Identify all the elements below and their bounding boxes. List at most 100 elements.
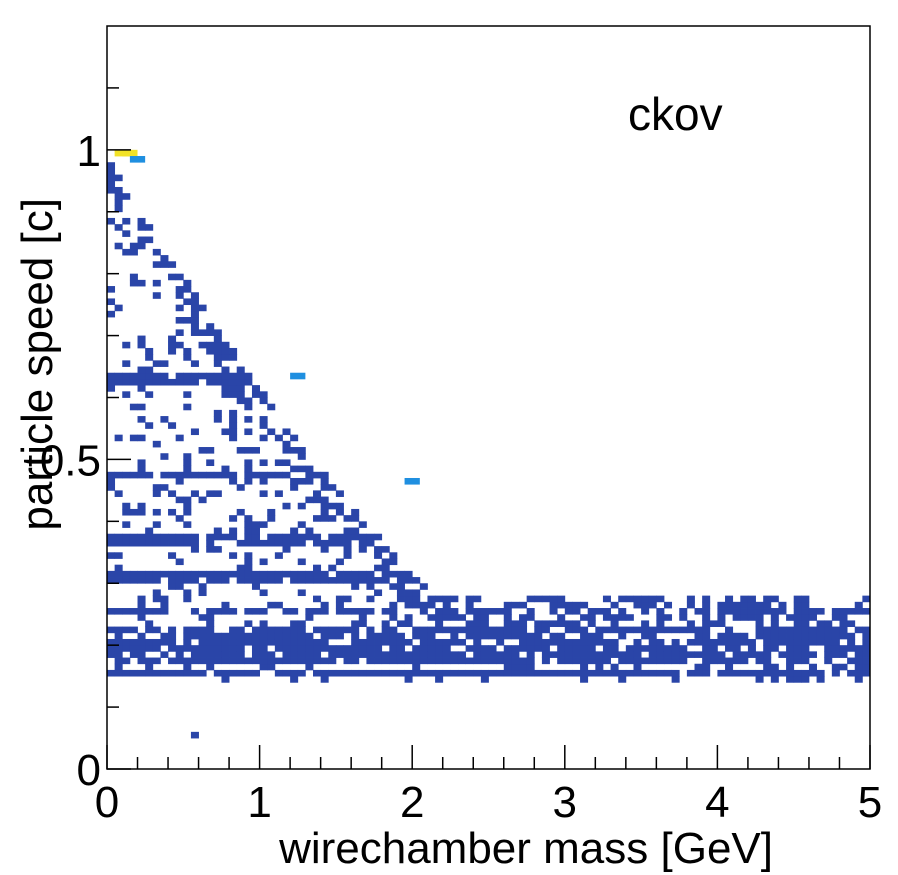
heatmap-bin xyxy=(625,614,634,621)
heatmap-bin xyxy=(251,626,260,634)
heatmap-bin xyxy=(190,428,199,436)
heatmap-bin xyxy=(175,304,184,312)
heatmap-bin xyxy=(274,570,283,578)
heatmap-bin xyxy=(206,645,215,652)
heatmap-bin xyxy=(282,502,291,510)
heatmap-bin xyxy=(122,570,131,578)
heatmap-bin xyxy=(450,608,459,615)
heatmap-bin xyxy=(190,608,199,615)
heatmap-bin xyxy=(740,651,749,658)
heatmap-bin xyxy=(305,638,314,646)
heatmap-bin xyxy=(740,595,749,603)
heatmap-bin xyxy=(381,669,390,677)
heatmap-bin xyxy=(267,663,276,671)
heatmap-bin xyxy=(168,533,177,541)
heatmap-bin xyxy=(381,651,390,658)
heatmap-bin xyxy=(221,657,230,665)
heatmap-bin xyxy=(366,638,375,646)
heatmap-bin xyxy=(702,608,711,615)
heatmap-bin xyxy=(381,577,390,584)
heatmap-bin xyxy=(282,533,291,541)
heatmap-bin xyxy=(152,490,161,497)
heatmap-bin xyxy=(618,626,627,634)
heatmap-bin xyxy=(152,657,161,665)
heatmap-bin xyxy=(435,595,444,603)
heatmap-bin xyxy=(168,626,177,634)
heatmap-bin xyxy=(557,601,566,609)
heatmap-bin xyxy=(129,651,138,658)
heatmap-bin xyxy=(320,669,329,677)
heatmap-bin xyxy=(656,638,665,646)
heatmap-bin xyxy=(236,669,245,677)
heatmap-bin xyxy=(137,577,146,584)
heatmap-bin xyxy=(335,651,344,658)
heatmap-bin xyxy=(778,632,787,640)
heatmap-bin xyxy=(183,577,192,584)
heatmap-bin xyxy=(313,564,322,572)
heatmap-bin xyxy=(450,632,459,640)
heatmap-bin xyxy=(396,638,405,646)
heatmap-bin xyxy=(442,669,451,677)
heatmap-bin xyxy=(396,570,405,578)
heatmap-bin xyxy=(305,645,314,652)
heatmap-bin xyxy=(259,521,268,528)
heatmap-bin xyxy=(183,570,192,578)
heatmap-bin xyxy=(274,539,283,547)
heatmap-bin xyxy=(229,657,238,665)
heatmap-bin xyxy=(503,601,512,609)
heatmap-bin xyxy=(473,608,482,615)
heatmap-bin xyxy=(137,614,146,621)
heatmap-bin xyxy=(229,632,238,640)
heatmap-bin xyxy=(358,533,367,541)
heatmap-bin xyxy=(114,434,123,442)
heatmap-bin xyxy=(160,539,169,547)
heatmap-bin xyxy=(801,676,810,683)
heatmap-bin xyxy=(435,669,444,677)
heatmap-bin xyxy=(175,471,184,479)
heatmap-bin xyxy=(396,583,405,590)
heatmap-bin xyxy=(206,657,215,665)
heatmap-bin xyxy=(816,638,825,646)
heatmap-bin xyxy=(793,614,802,621)
heatmap-bin xyxy=(648,601,657,609)
chart-annotation: ckov xyxy=(628,88,723,140)
heatmap-bin xyxy=(290,626,299,634)
y-tick-label: 1 xyxy=(77,127,101,176)
heatmap-bin xyxy=(282,657,291,665)
heatmap-bin xyxy=(404,589,413,597)
heatmap-bin xyxy=(541,595,550,603)
heatmap-bin xyxy=(114,533,123,541)
heatmap-bin xyxy=(717,657,726,665)
heatmap-bin xyxy=(374,546,383,553)
heatmap-bin xyxy=(488,651,497,658)
heatmap-bin xyxy=(213,378,222,386)
heatmap-bin xyxy=(221,632,230,640)
heatmap-bin xyxy=(198,669,207,677)
heatmap-bin xyxy=(694,663,703,671)
heatmap-bin xyxy=(725,669,734,677)
heatmap-bin xyxy=(381,657,390,665)
heatmap-bin xyxy=(847,638,856,646)
heatmap-bin xyxy=(206,447,215,454)
heatmap-bin xyxy=(251,527,260,535)
heatmap-bin xyxy=(854,626,863,634)
heatmap-bin xyxy=(221,366,230,374)
heatmap-bin xyxy=(213,372,222,380)
heatmap-bin xyxy=(496,638,505,646)
heatmap-bin xyxy=(190,539,199,547)
heatmap-bin xyxy=(770,595,779,603)
heatmap-bin xyxy=(145,577,154,584)
heatmap-bin xyxy=(244,552,253,559)
heatmap-bin xyxy=(175,657,184,665)
heatmap-bin xyxy=(801,608,810,615)
heatmap-bin xyxy=(435,626,444,634)
heatmap-bin xyxy=(236,632,245,640)
heatmap-bin xyxy=(282,651,291,658)
heatmap-bin xyxy=(778,601,787,609)
heatmap-bin xyxy=(137,533,146,541)
heatmap-bin xyxy=(229,354,238,361)
heatmap-bin xyxy=(313,626,322,634)
heatmap-bin xyxy=(137,669,146,677)
heatmap-bin xyxy=(122,533,131,541)
heatmap-bin xyxy=(473,657,482,665)
